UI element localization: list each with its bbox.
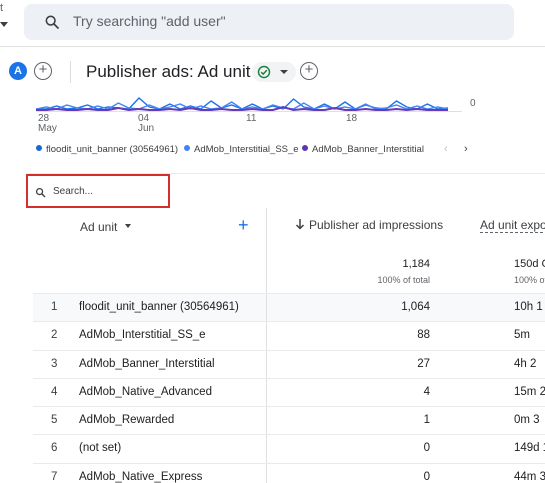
header-divider — [0, 46, 545, 47]
exposure-value: 15m 2 — [514, 385, 545, 398]
exposure-value: 4h 2 — [514, 357, 537, 370]
impressions-value: 27 — [417, 357, 430, 370]
ad-unit-name: AdMob_Interstitial_SS_e — [79, 329, 206, 342]
add-filter-icon[interactable]: + — [300, 62, 318, 80]
x-tick-month: Jun — [138, 123, 155, 134]
impressions-value: 4 — [423, 385, 430, 398]
row-index: 2 — [51, 329, 58, 342]
table-row[interactable]: 3 AdMob_Banner_Interstitial 27 4h 2 — [33, 349, 545, 378]
search-icon — [45, 15, 59, 29]
legend-item[interactable]: AdMob_Interstitial_SS_e — [184, 144, 299, 155]
exposure-value: 44m 3 — [514, 470, 545, 483]
property-selector-edge-label[interactable]: t — [0, 2, 4, 14]
legend-label: floodit_unit_banner (30564961) — [46, 144, 179, 155]
legend-item[interactable]: floodit_unit_banner (30564961) — [36, 144, 178, 155]
column-divider — [266, 208, 267, 294]
impressions-total: 1,184 — [402, 258, 430, 270]
exposure-total: 150d C — [514, 258, 545, 270]
ad-unit-name: AdMob_Banner_Interstitial — [79, 357, 215, 370]
impressions-value: 88 — [417, 329, 430, 342]
x-tick-day: 28 — [38, 113, 50, 124]
legend-item[interactable]: AdMob_Banner_Interstitial — [302, 144, 424, 155]
table-row[interactable]: 4 AdMob_Native_Advanced 4 15m 2 — [33, 377, 545, 407]
chevron-down-icon[interactable] — [125, 224, 131, 228]
page-title: Publisher ads: Ad unit — [86, 62, 251, 81]
legend-dot — [184, 145, 190, 151]
legend-prev-icon[interactable]: ‹ — [444, 143, 448, 155]
header-separator — [70, 61, 71, 83]
column-divider — [266, 435, 267, 463]
add-comparison-icon[interactable]: + — [34, 62, 52, 80]
impressions-value: 1,064 — [401, 301, 430, 313]
legend-label: AdMob_Interstitial_SS_e — [194, 144, 299, 155]
x-tick-day: 11 — [246, 113, 257, 124]
x-tick-day: 18 — [346, 113, 358, 124]
column-divider — [266, 378, 267, 407]
chart-canvas — [35, 97, 462, 112]
row-index: 6 — [51, 442, 58, 455]
add-dimension-button[interactable]: + — [238, 215, 249, 235]
table-row[interactable]: 5 AdMob_Rewarded 1 0m 3 — [33, 406, 545, 435]
column-divider — [266, 407, 267, 435]
top-bar: t Try searching "add user" — [0, 0, 545, 46]
exposure-value: 5m — [514, 329, 530, 342]
comparison-avatar[interactable]: A — [9, 62, 27, 80]
sort-descending-arrow-icon[interactable] — [295, 218, 305, 230]
legend-dot — [302, 145, 308, 151]
x-tick-day: 04 — [138, 113, 150, 124]
chart-table-divider — [27, 173, 545, 174]
row-index: 3 — [51, 357, 58, 370]
ad-unit-name: AdMob_Native_Advanced — [79, 385, 212, 398]
column-divider — [266, 350, 267, 378]
table-row[interactable]: 2 AdMob_Interstitial_SS_e 88 5m — [33, 321, 545, 350]
dimension-header[interactable]: Ad unit — [80, 220, 118, 234]
search-icon — [35, 187, 46, 198]
chevron-down-icon — [280, 70, 288, 74]
global-search-bar[interactable]: Try searching "add user" — [24, 4, 514, 40]
x-tick-month: May — [38, 123, 57, 134]
impressions-value: 0 — [423, 442, 430, 455]
series-line — [36, 105, 448, 112]
table-row[interactable]: 6 (not set) 0 149d 1 — [33, 434, 545, 463]
property-selector-chevron-down-icon[interactable] — [0, 22, 8, 27]
impressions-column-header[interactable]: Publisher ad impressions — [309, 218, 444, 232]
exposure-total-percent: 100% of t — [514, 275, 545, 285]
report-status-chip[interactable] — [252, 62, 296, 82]
row-index: 4 — [51, 385, 58, 398]
table-search-input[interactable]: Search... — [26, 174, 170, 208]
ad-unit-name: AdMob_Native_Express — [79, 470, 203, 483]
legend-label: AdMob_Banner_Interstitial — [312, 144, 424, 155]
table-header: Ad unit + Publisher ad impressions Ad un… — [33, 208, 545, 294]
column-divider — [266, 294, 267, 322]
legend-next-icon[interactable]: › — [464, 143, 468, 155]
table-row[interactable]: 7 AdMob_Native_Express 0 44m 3 — [33, 462, 545, 483]
column-divider — [266, 463, 267, 483]
exposure-column-header[interactable]: Ad unit expos — [480, 218, 545, 233]
exposure-value: 10h 1 — [514, 301, 543, 313]
line-chart: 0 28 May 04 Jun 11 18 floodit_unit_banne… — [0, 95, 545, 175]
ad-unit-name: (not set) — [79, 442, 122, 455]
legend-dot — [36, 145, 42, 151]
table-search-placeholder: Search... — [53, 186, 94, 197]
y-axis-tick-zero: 0 — [470, 98, 476, 109]
table-row[interactable]: 1 floodit_unit_banner (30564961) 1,064 1… — [33, 293, 545, 322]
impressions-value: 1 — [423, 414, 430, 427]
column-divider — [266, 322, 267, 350]
row-index: 1 — [51, 301, 58, 313]
report-header: A + Publisher ads: Ad unit + — [0, 47, 545, 95]
exposure-value: 0m 3 — [514, 414, 540, 427]
impressions-value: 0 — [423, 470, 430, 483]
series-line — [35, 101, 449, 110]
table-body: 1 floodit_unit_banner (30564961) 1,064 1… — [33, 293, 545, 483]
exposure-value: 149d 1 — [514, 442, 545, 455]
check-circle-icon — [257, 65, 271, 79]
row-index: 7 — [51, 470, 58, 483]
impressions-total-percent: 100% of total — [377, 275, 430, 285]
global-search-placeholder: Try searching "add user" — [73, 13, 226, 29]
ad-unit-name: AdMob_Rewarded — [79, 414, 175, 427]
ad-unit-name: floodit_unit_banner (30564961) — [79, 301, 239, 313]
row-index: 5 — [51, 414, 58, 427]
